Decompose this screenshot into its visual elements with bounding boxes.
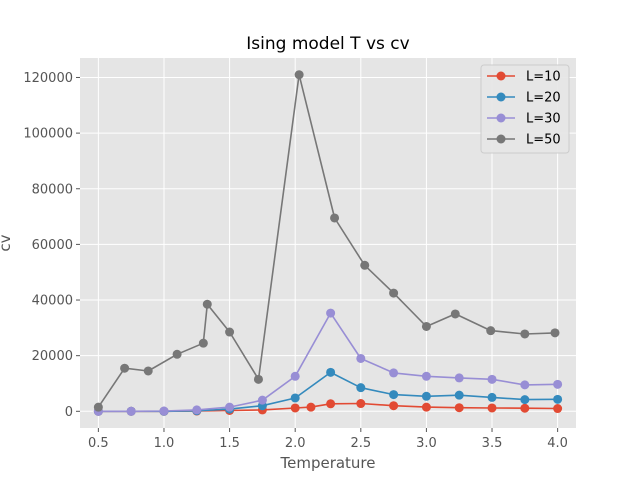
x-tick-label: 3.0	[416, 436, 437, 451]
data-point	[225, 327, 235, 337]
legend-label: L=20	[526, 91, 561, 106]
legend-item: L=10	[487, 70, 561, 85]
y-tick-label: 80000	[32, 182, 73, 197]
data-point	[421, 391, 431, 401]
legend-label: L=50	[526, 133, 561, 148]
data-point	[389, 401, 399, 411]
data-point	[290, 393, 300, 403]
data-point	[257, 395, 267, 405]
data-point	[225, 402, 235, 412]
data-point	[454, 390, 464, 400]
x-axis-label: Temperature	[279, 454, 375, 472]
data-point	[421, 371, 431, 381]
data-point	[306, 402, 316, 412]
x-tick-label: 1.5	[219, 436, 240, 451]
data-point	[290, 403, 300, 413]
y-tick-label: 60000	[32, 238, 73, 253]
legend-marker	[496, 92, 506, 102]
legend-label: L=30	[526, 112, 561, 127]
y-tick-label: 40000	[32, 294, 73, 309]
series-layer	[93, 70, 563, 416]
data-point	[143, 366, 153, 376]
data-point	[389, 390, 399, 400]
y-tick-label: 100000	[23, 127, 73, 142]
data-point	[553, 379, 563, 389]
data-point	[126, 406, 136, 416]
data-point	[454, 373, 464, 383]
data-point	[520, 395, 530, 405]
legend-label: L=10	[526, 70, 561, 85]
data-point	[326, 399, 336, 409]
x-tick-label: 2.0	[285, 436, 306, 451]
y-axis-label: cv	[0, 234, 14, 251]
data-point	[487, 374, 497, 384]
data-point	[198, 338, 208, 348]
data-point	[356, 353, 366, 363]
data-point	[159, 406, 169, 416]
legend-marker	[496, 71, 506, 81]
data-point	[389, 288, 399, 298]
data-point	[553, 394, 563, 404]
data-point	[253, 374, 263, 384]
data-point	[326, 367, 336, 377]
data-point	[553, 404, 563, 414]
data-point	[202, 299, 212, 309]
data-point	[389, 368, 399, 378]
legend: L=10 L=20 L=30 L=50	[480, 64, 570, 154]
legend-item: L=20	[487, 91, 561, 106]
data-point	[486, 326, 496, 336]
data-point	[330, 213, 340, 223]
data-point	[93, 402, 103, 412]
series-l-30	[93, 308, 563, 416]
data-point	[356, 399, 366, 409]
data-point	[120, 363, 130, 373]
x-tick-label: 4.0	[547, 436, 568, 451]
legend-marker	[496, 134, 506, 144]
legend-box	[480, 64, 570, 154]
data-point	[450, 309, 460, 319]
y-tick-label: 20000	[32, 349, 73, 364]
legend-item: L=50	[487, 133, 561, 148]
data-point	[421, 321, 431, 331]
data-point	[326, 308, 336, 318]
chart-title: Ising model T vs cv	[246, 34, 409, 54]
y-tick-label: 120000	[23, 71, 73, 86]
data-point	[487, 392, 497, 402]
data-point	[520, 403, 530, 413]
data-point	[454, 403, 464, 413]
data-point	[192, 405, 202, 415]
x-tick-label: 1.0	[154, 436, 175, 451]
series-l-50	[93, 70, 560, 412]
data-point	[520, 329, 530, 339]
x-tick-label: 2.5	[350, 436, 371, 451]
data-point	[421, 402, 431, 412]
data-point	[290, 371, 300, 381]
data-point	[360, 260, 370, 270]
data-point	[550, 328, 560, 338]
data-point	[294, 70, 304, 80]
data-point	[172, 349, 182, 359]
ticks-layer: 0.5 1.0 1.5 2.0 2.5 3.0 3.5 4.0 0 20000 40000 60000…	[23, 71, 568, 451]
x-tick-label: 3.5	[482, 436, 503, 451]
data-point	[356, 383, 366, 393]
legend-marker	[496, 113, 506, 123]
data-point	[487, 403, 497, 413]
x-tick-label: 0.5	[88, 436, 109, 451]
data-point	[520, 380, 530, 390]
y-tick-label: 0	[65, 405, 73, 420]
legend-item: L=30	[487, 112, 561, 127]
grid	[80, 58, 576, 428]
